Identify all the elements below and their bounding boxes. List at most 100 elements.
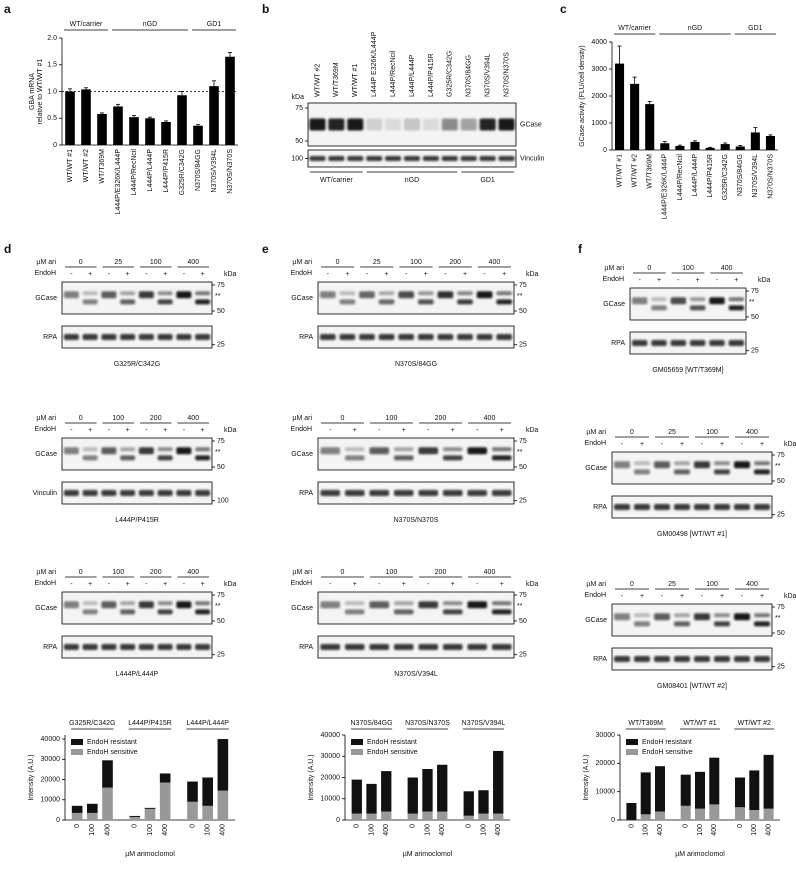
endoh-label: EndoH <box>603 276 624 283</box>
x-tick-label: 0 <box>189 824 196 828</box>
legend-label: EndoH sensitive <box>642 749 693 756</box>
concentration: 0 <box>630 581 634 588</box>
band <box>754 621 770 627</box>
bar-segment <box>202 805 213 820</box>
band <box>728 340 745 346</box>
endoh-minus: - <box>661 593 664 600</box>
x-tick-label: L444P/P415R <box>163 149 170 193</box>
cell-line-label: GM00498 [WT/WT #1] <box>657 531 727 538</box>
band <box>195 334 211 340</box>
marker-label: 25 <box>519 498 527 505</box>
band <box>491 447 512 452</box>
conc-label: µM ari <box>36 415 56 422</box>
y-tick-label: 20000 <box>41 776 61 783</box>
endoh-plus: + <box>163 271 167 278</box>
group-label: nGD <box>143 21 157 28</box>
marker-label: 50 <box>217 464 225 471</box>
band <box>138 291 154 299</box>
concentration: 400 <box>484 569 496 576</box>
bar-segment <box>87 803 98 813</box>
band <box>496 291 513 296</box>
x-tick-label: 0 <box>410 824 417 828</box>
concentration: 0 <box>79 259 83 266</box>
x-tick-label: 0 <box>628 824 635 828</box>
band <box>734 504 750 510</box>
band-mark: ** <box>775 615 781 622</box>
y-tick-label: 4000 <box>591 39 607 46</box>
band <box>631 340 648 346</box>
y-axis-label: Intensity (A.U.) <box>308 754 315 800</box>
lane-label: L444P E326K/L444P <box>371 31 378 97</box>
bar-segment <box>187 801 198 820</box>
endoh-plus: + <box>640 593 644 600</box>
y-tick-label: 0 <box>336 817 340 824</box>
endoh-plus: + <box>126 581 130 588</box>
bar-segment <box>381 811 392 820</box>
bar-segment <box>640 814 651 820</box>
band <box>498 156 515 161</box>
band <box>674 461 690 466</box>
endoh-minus: - <box>70 427 73 434</box>
band <box>138 644 154 650</box>
x-tick-label: 0 <box>737 824 744 828</box>
band-mark: ** <box>517 603 523 610</box>
band <box>694 461 710 469</box>
band <box>442 490 463 496</box>
row-name: RPA <box>299 490 313 497</box>
x-tick-label: 400 <box>220 824 227 836</box>
band <box>63 334 79 340</box>
marker-label: 50 <box>217 308 225 315</box>
concentration: 200 <box>150 415 162 422</box>
concentration: 100 <box>386 569 398 576</box>
band <box>309 118 326 131</box>
y-axis-label: Intensity (A.U.) <box>583 754 590 800</box>
y-axis-label: relative to WT/WT #1 <box>37 59 44 125</box>
bar <box>645 104 655 150</box>
bar <box>765 135 775 150</box>
endoh-minus: - <box>183 581 186 588</box>
group-label: WT/carrier <box>70 21 103 28</box>
band <box>195 455 211 461</box>
x-tick-label: N370S/84GG <box>195 149 202 191</box>
endoh-label: EndoH <box>585 440 606 447</box>
x-tick-label: N370S/N370S <box>227 149 234 194</box>
endoh-plus: + <box>345 271 349 278</box>
band <box>195 644 211 650</box>
x-tick-label: 400 <box>162 824 169 836</box>
band <box>393 447 414 452</box>
x-tick-label: N370S/V394L <box>752 154 759 198</box>
band <box>694 656 710 662</box>
bar <box>65 91 75 145</box>
concentration: 400 <box>187 415 199 422</box>
band <box>634 656 650 662</box>
x-tick-label: WT/WT #2 <box>631 154 638 187</box>
band <box>385 118 402 131</box>
bar-segment <box>187 781 198 802</box>
band <box>418 447 439 455</box>
marker-label: 25 <box>519 342 527 349</box>
bar-segment <box>626 803 637 820</box>
bar-segment <box>129 815 141 817</box>
endoh-plus: + <box>201 427 205 434</box>
endoh-plus: + <box>163 427 167 434</box>
concentration: 400 <box>746 581 758 588</box>
bar-segment <box>422 769 433 812</box>
bar-segment <box>437 764 448 812</box>
x-tick-label: 400 <box>495 824 502 836</box>
band <box>498 118 515 131</box>
conc-label: µM ari <box>292 569 312 576</box>
legend-label: EndoH resistant <box>87 739 137 746</box>
band <box>328 156 345 161</box>
bar <box>690 141 700 150</box>
legend-swatch <box>626 749 638 755</box>
band <box>479 118 496 131</box>
band <box>339 299 356 305</box>
band <box>101 447 117 455</box>
endoh-minus: - <box>108 271 111 278</box>
bar <box>225 56 235 145</box>
endoh-label: EndoH <box>35 270 56 277</box>
endoh-plus: + <box>500 427 504 434</box>
bar-segment <box>351 813 362 820</box>
band-mark: ** <box>517 293 523 300</box>
